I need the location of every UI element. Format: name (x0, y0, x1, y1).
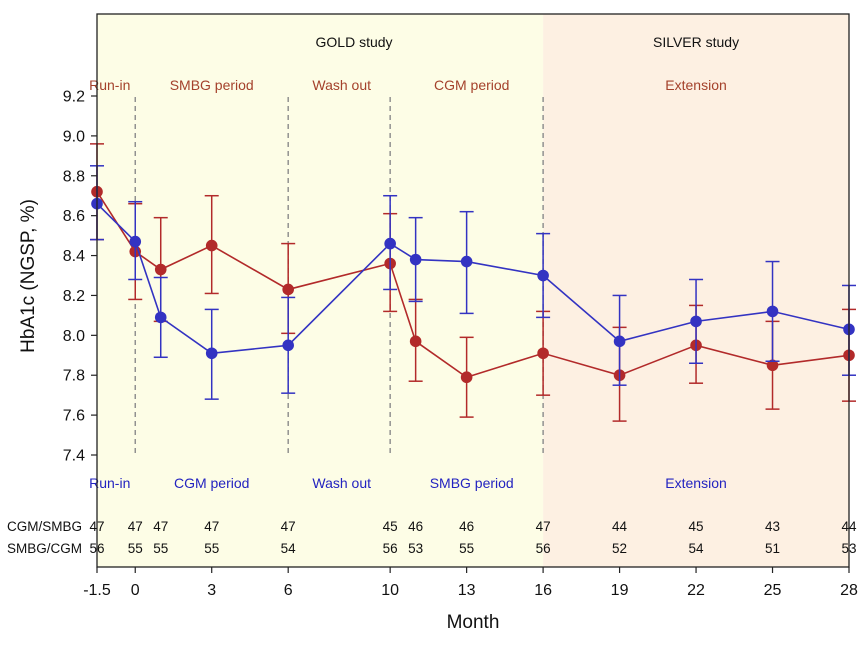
y-tick-label: 7.8 (63, 368, 85, 385)
x-tick-label: 13 (458, 582, 476, 599)
y-axis: 7.4 7.6 7.8 8.0 8.2 8.4 8.6 8.8 9.0 9.2 (63, 89, 97, 465)
period-top-label: SMBG period (170, 77, 254, 93)
n-value: 47 (204, 519, 219, 534)
n-value: 55 (153, 541, 168, 556)
series-1 (90, 165, 856, 400)
data-point (409, 253, 422, 266)
data-point (384, 237, 396, 250)
n-value: 46 (408, 519, 423, 534)
data-point (282, 283, 294, 296)
period-top-label: Extension (665, 77, 726, 93)
n-value: 46 (459, 519, 474, 534)
x-tick-label: -1.5 (83, 582, 111, 599)
x-tick-label: 22 (687, 582, 705, 599)
n-value: 47 (128, 519, 143, 534)
x-tick-label: 10 (381, 582, 399, 599)
y-tick-label: 8.2 (63, 288, 85, 305)
n-value: 55 (128, 541, 143, 556)
data-point (460, 255, 473, 268)
region-label-1: SILVER study (653, 34, 739, 50)
period-top-label: CGM period (434, 77, 509, 93)
n-row-label: CGM/SMBG (7, 519, 82, 534)
n-value: 54 (281, 541, 297, 556)
data-point (690, 315, 702, 328)
n-value: 45 (689, 519, 704, 534)
n-value: 54 (689, 541, 705, 556)
x-axis: -1.5 0 3 6 10 13 16 19 22 25 28 (83, 567, 858, 599)
data-point (460, 371, 473, 384)
n-value: 55 (459, 541, 474, 556)
period-bottom-label: SMBG period (430, 475, 514, 491)
n-row-label: SMBG/CGM (7, 541, 82, 556)
period-labels-bottom: Run-in CGM period Wash out SMBG period Exten… (89, 475, 727, 491)
data-point (205, 347, 218, 360)
y-tick-label: 8.6 (63, 208, 85, 225)
y-tick-label: 8.8 (63, 168, 85, 185)
period-top-label: Wash out (312, 77, 371, 93)
n-value: 52 (612, 541, 627, 556)
region-label-0: GOLD study (316, 34, 393, 50)
study-labels: GOLD study SILVER study (316, 34, 740, 50)
x-tick-label: 0 (131, 582, 140, 599)
x-tick-label: 3 (207, 582, 216, 599)
plot-frame (96, 13, 850, 568)
n-value: 53 (408, 541, 423, 556)
data-point (282, 339, 294, 352)
y-tick-label: 7.4 (63, 448, 85, 465)
x-tick-label: 16 (534, 582, 552, 599)
data-point (766, 359, 779, 372)
n-value: 47 (153, 519, 168, 534)
n-value: 44 (612, 519, 628, 534)
period-labels-top: Run-in SMBG period Wash out CGM period Exten… (89, 77, 727, 93)
region-0 (97, 14, 544, 567)
period-bottom-label: CGM period (174, 475, 249, 491)
series-group (90, 143, 856, 422)
y-tick-label: 8.0 (63, 328, 85, 345)
n-value: 51 (765, 541, 780, 556)
n-value: 55 (204, 541, 219, 556)
x-tick-label: 6 (284, 582, 293, 599)
n-table: CGM/SMBG 47 47 47 47 47 45 46 46 47 44 45 43 44SMBG/C… (7, 519, 857, 556)
period-bottom-label: Extension (665, 475, 726, 491)
data-point (537, 269, 549, 282)
x-tick-label: 19 (611, 582, 629, 599)
x-axis-label: Month (447, 612, 500, 633)
n-value: 47 (536, 519, 551, 534)
data-point (766, 305, 779, 318)
data-point (129, 235, 142, 248)
data-point (154, 263, 167, 276)
x-tick-label: 25 (764, 582, 782, 599)
period-bottom-label: Run-in (89, 475, 130, 491)
data-point (154, 311, 167, 324)
data-point (205, 239, 218, 252)
period-bottom-label: Wash out (312, 475, 371, 491)
n-value: 47 (281, 519, 296, 534)
y-tick-label: 9.2 (63, 89, 85, 106)
n-value: 56 (536, 541, 551, 556)
y-tick-label: 7.6 (63, 408, 85, 425)
y-axis-label: HbA1c (NGSP, %) (18, 199, 39, 353)
n-value: 43 (765, 519, 780, 534)
data-point (613, 335, 626, 348)
x-tick-label: 28 (840, 582, 858, 599)
data-point (409, 335, 422, 348)
period-top-label: Run-in (89, 77, 130, 93)
y-tick-label: 9.0 (63, 128, 85, 145)
n-value: 45 (383, 519, 398, 534)
y-tick-label: 8.4 (63, 248, 85, 265)
n-value: 56 (383, 541, 398, 556)
data-point (537, 347, 549, 360)
